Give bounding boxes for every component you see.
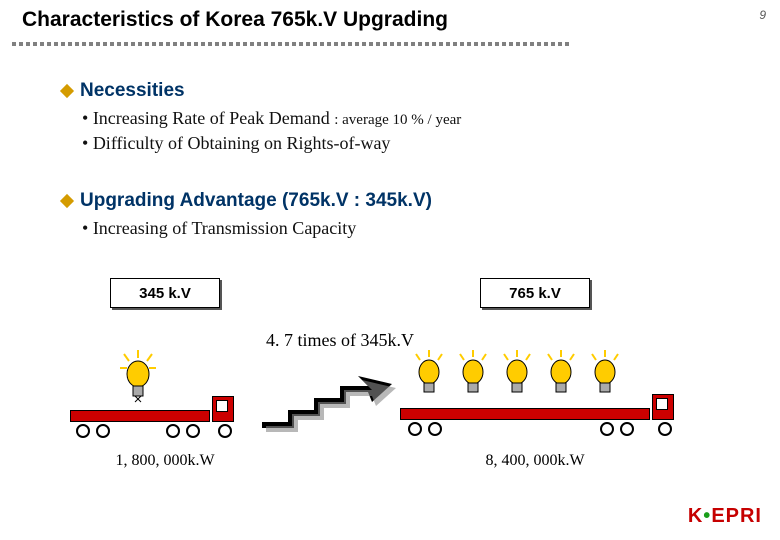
section-advantage: Upgrading Advantage (765k.V : 345k.V) In… [62,190,432,243]
label-box-765kv: 765 k.V [480,278,590,308]
lightbulb-icon [588,350,614,406]
advantage-bullets: Increasing of Transmission Capacity [82,218,432,239]
truck-cab [652,394,674,420]
truck-flatbed [70,410,210,422]
truck-wheel-icon [76,424,90,438]
truck-wheel-icon [218,424,232,438]
section-necessities: Necessities Increasing Rate of Peak Dema… [62,80,461,158]
bullet-main: Increasing of Transmission Capacity [93,218,356,238]
lightbulb-icon [500,350,526,406]
truck-wheel-icon [166,424,180,438]
section-title-necessities: Necessities [80,80,185,102]
truck-flatbed [400,408,650,420]
diamond-bullet-icon [60,84,74,98]
page-number: 9 [759,8,766,22]
diamond-bullet-icon [60,194,74,208]
truck-wheel-icon [600,422,614,436]
truck-wheel-icon [96,424,110,438]
page-title: Characteristics of Korea 765k.V Upgradin… [22,8,448,32]
bullet-item: Increasing Rate of Peak Demand : average… [82,108,461,129]
truck-345kv [70,330,250,440]
truck-wheel-icon [658,422,672,436]
title-underline-dots [12,40,572,48]
logo-k: K [688,505,703,527]
label-box-345kv: 345 k.V [110,278,220,308]
bullet-suffix: : average 10 % / year [334,112,461,128]
caption-345kv-power: 1, 800, 000k.W [90,452,240,470]
stair-arrow-icon [258,362,398,432]
logo-rest: EPRI [711,505,762,527]
truck-wheel-icon [186,424,200,438]
truck-cab [212,396,234,422]
bullet-item: Difficulty of Obtaining on Rights-of-way [82,133,461,154]
truck-wheel-icon [408,422,422,436]
section-title-advantage: Upgrading Advantage (765k.V : 345k.V) [80,190,432,212]
truck-wheel-icon [620,422,634,436]
lightbulb-icon [544,350,570,406]
necessities-bullets: Increasing Rate of Peak Demand : average… [82,108,461,154]
lightbulb-icon [456,350,482,406]
truck-765kv [400,318,700,438]
kepri-logo: K•EPRI [688,505,762,528]
bullet-main: Increasing Rate of Peak Demand [93,108,334,128]
caption-765kv-power: 8, 400, 000k.W [455,452,615,470]
lightbulb-icon [120,350,146,408]
lightbulb-icon [412,350,438,406]
bullet-main: Difficulty of Obtaining on Rights-of-way [93,133,391,153]
truck-wheel-icon [428,422,442,436]
bullet-item: Increasing of Transmission Capacity [82,218,432,239]
